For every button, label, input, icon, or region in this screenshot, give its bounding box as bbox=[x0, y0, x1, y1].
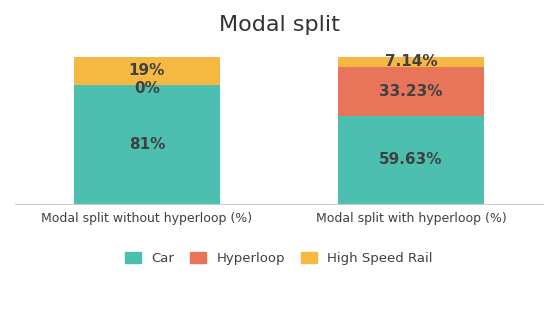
Legend: Car, Hyperloop, High Speed Rail: Car, Hyperloop, High Speed Rail bbox=[118, 245, 440, 271]
Bar bbox=[74, 84, 220, 204]
Text: 7.14%: 7.14% bbox=[384, 54, 437, 69]
Bar bbox=[74, 57, 220, 84]
Bar bbox=[338, 57, 484, 67]
Text: 81%: 81% bbox=[129, 137, 165, 152]
Text: 59.63%: 59.63% bbox=[379, 152, 442, 167]
Title: Modal split: Modal split bbox=[219, 15, 339, 35]
Text: 0%: 0% bbox=[134, 81, 160, 96]
Text: 33.23%: 33.23% bbox=[379, 84, 442, 99]
Bar bbox=[338, 116, 484, 204]
Bar bbox=[338, 67, 484, 116]
Text: 19%: 19% bbox=[129, 63, 165, 78]
